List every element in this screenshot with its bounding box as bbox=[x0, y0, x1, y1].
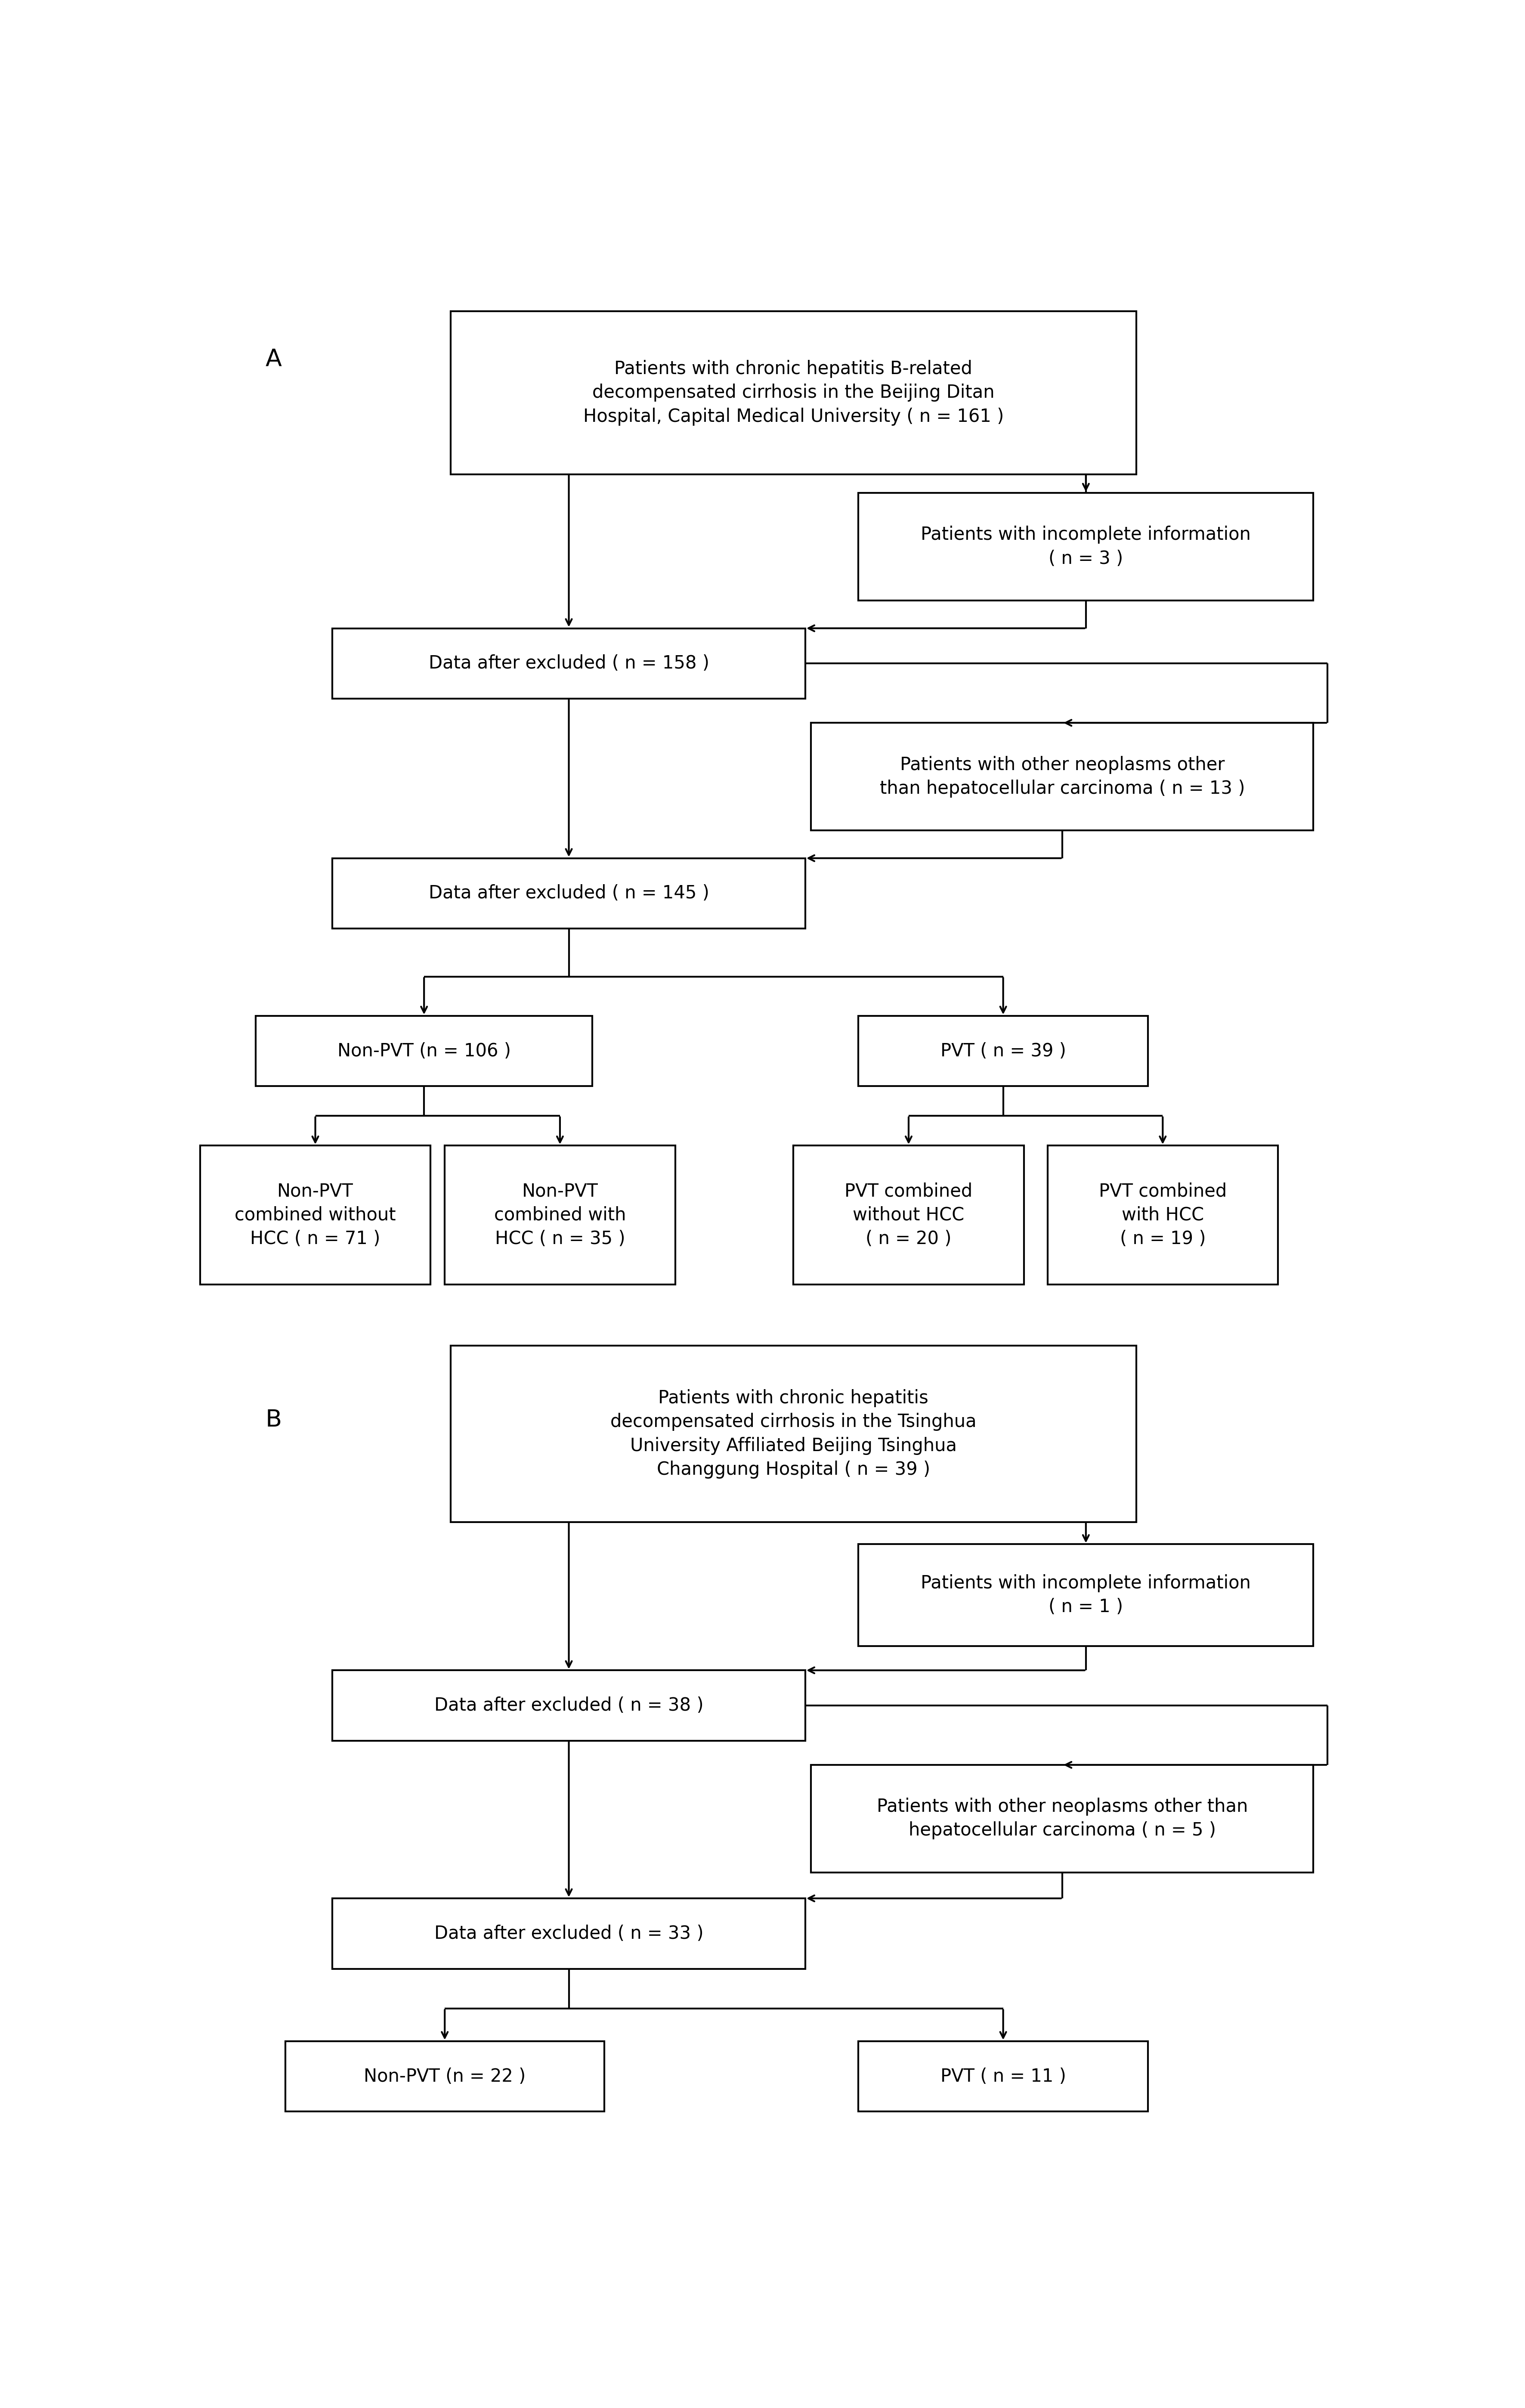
Text: Patients with other neoplasms other than
hepatocellular carcinoma ( n = 5 ): Patients with other neoplasms other than… bbox=[877, 1799, 1247, 1840]
Bar bbox=[332, 857, 805, 929]
Bar bbox=[332, 1898, 805, 1970]
Bar bbox=[285, 2042, 604, 2112]
Bar bbox=[859, 494, 1313, 600]
Text: Data after excluded ( n = 158 ): Data after excluded ( n = 158 ) bbox=[429, 655, 709, 672]
Text: Patients with incomplete information
( n = 3 ): Patients with incomplete information ( n… bbox=[921, 525, 1250, 568]
Text: PVT combined
with HCC
( n = 19 ): PVT combined with HCC ( n = 19 ) bbox=[1098, 1182, 1226, 1247]
Text: Data after excluded ( n = 145 ): Data after excluded ( n = 145 ) bbox=[429, 884, 709, 903]
Bar bbox=[811, 1765, 1313, 1873]
Text: Patients with chronic hepatitis
decompensated cirrhosis in the Tsinghua
Universi: Patients with chronic hepatitis decompen… bbox=[610, 1389, 976, 1479]
Bar bbox=[332, 1671, 805, 1741]
Text: Patients with incomplete information
( n = 1 ): Patients with incomplete information ( n… bbox=[921, 1575, 1250, 1616]
Bar bbox=[451, 1346, 1136, 1522]
Bar bbox=[793, 1146, 1023, 1283]
Bar bbox=[859, 1544, 1313, 1647]
Text: Non-PVT
combined without
HCC ( n = 71 ): Non-PVT combined without HCC ( n = 71 ) bbox=[235, 1182, 397, 1247]
Bar bbox=[811, 722, 1313, 831]
Text: PVT ( n = 39 ): PVT ( n = 39 ) bbox=[941, 1043, 1066, 1060]
Text: Non-PVT
combined with
HCC ( n = 35 ): Non-PVT combined with HCC ( n = 35 ) bbox=[494, 1182, 625, 1247]
Text: Data after excluded ( n = 38 ): Data after excluded ( n = 38 ) bbox=[435, 1698, 703, 1714]
Text: A: A bbox=[265, 347, 282, 371]
Text: Patients with chronic hepatitis B-related
decompensated cirrhosis in the Beijing: Patients with chronic hepatitis B-relate… bbox=[583, 359, 1003, 426]
Bar bbox=[332, 628, 805, 698]
Bar bbox=[445, 1146, 676, 1283]
Text: Data after excluded ( n = 33 ): Data after excluded ( n = 33 ) bbox=[435, 1924, 703, 1943]
Bar bbox=[200, 1146, 430, 1283]
Bar bbox=[451, 311, 1136, 474]
Text: Patients with other neoplasms other
than hepatocellular carcinoma ( n = 13 ): Patients with other neoplasms other than… bbox=[880, 756, 1244, 797]
Text: Non-PVT (n = 22 ): Non-PVT (n = 22 ) bbox=[364, 2068, 526, 2085]
Bar bbox=[859, 1016, 1148, 1086]
Text: PVT ( n = 11 ): PVT ( n = 11 ) bbox=[941, 2068, 1066, 2085]
Text: PVT combined
without HCC
( n = 20 ): PVT combined without HCC ( n = 20 ) bbox=[845, 1182, 973, 1247]
Bar bbox=[256, 1016, 592, 1086]
Bar bbox=[1048, 1146, 1278, 1283]
Bar bbox=[859, 2042, 1148, 2112]
Text: Non-PVT (n = 106 ): Non-PVT (n = 106 ) bbox=[337, 1043, 511, 1060]
Text: B: B bbox=[265, 1409, 282, 1433]
